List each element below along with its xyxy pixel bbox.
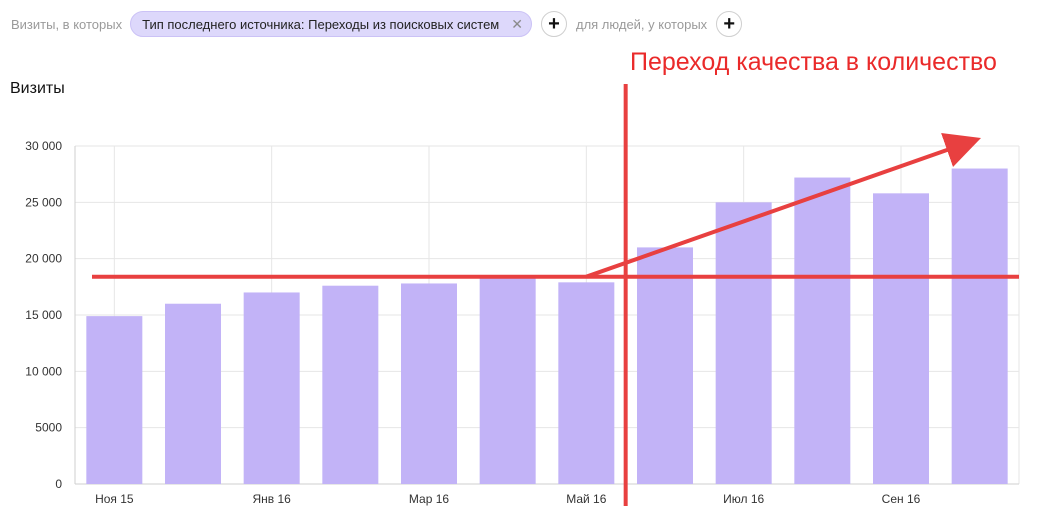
bar [794,177,851,484]
plus-icon: + [548,13,560,35]
bar [873,193,929,484]
y-tick-label: 25 000 [25,195,62,209]
filter-bar: Визиты, в которых Тип последнего источни… [11,10,751,38]
x-tick-label: Мар 16 [409,492,449,506]
filter-chip-label: Тип последнего источника: Переходы из по… [142,16,500,32]
bar [479,277,536,484]
bar [558,282,615,484]
x-tick-label: Янв 16 [252,492,291,506]
y-tick-label: 5000 [35,421,62,435]
close-icon[interactable]: ✕ [511,15,523,32]
bar [715,202,772,485]
bar [243,292,300,484]
bar [322,285,379,484]
x-tick-label: Сен 16 [882,492,921,506]
y-tick-label: 0 [55,477,62,491]
plus-icon: + [723,13,736,35]
x-tick-label: Ноя 15 [95,492,134,506]
y-tick-label: 15 000 [25,308,62,322]
bar [637,247,693,484]
growth-arrow [585,132,981,279]
bar [401,283,457,484]
add-visit-filter-button[interactable]: + [540,11,567,37]
bar [951,168,1008,485]
x-tick-label: Май 16 [566,492,607,506]
metric-title: Визиты [10,80,65,97]
x-tick-label: Июл 16 [723,492,764,506]
add-people-filter-button[interactable]: + [716,11,743,37]
bar [86,316,143,484]
filter-chip[interactable]: Тип последнего источника: Переходы из по… [130,11,532,37]
filter-prefix-label: Визиты, в которых [11,16,123,32]
people-filter-label: для людей, у которых [575,16,708,32]
y-tick-label: 10 000 [25,364,62,378]
y-tick-label: 20 000 [25,252,62,266]
bar [165,303,221,484]
annotation-text: Переход качества в количество [630,48,997,76]
y-tick-label: 30 000 [25,139,62,153]
